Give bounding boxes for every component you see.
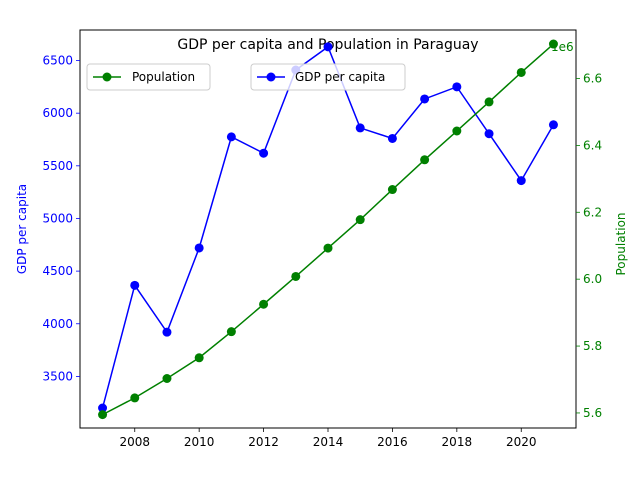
right-axis-offset: 1e6 [551, 40, 574, 54]
population-point [291, 271, 301, 281]
right-tick-label: 6.2 [583, 205, 602, 219]
population-point [548, 39, 558, 49]
legend-gdp-label: GDP per capita [295, 70, 385, 84]
population-point [484, 97, 494, 107]
legend-population-box [86, 63, 211, 91]
x-tick-label: 2016 [377, 435, 408, 449]
population-point [420, 155, 430, 165]
gdp-point [420, 94, 430, 104]
population-point [162, 374, 172, 384]
gdp-point [194, 243, 204, 253]
x-tick-label: 2018 [442, 435, 473, 449]
gdp-point [226, 132, 236, 142]
right-tick-label: 6.4 [583, 138, 602, 152]
population-point [452, 126, 462, 136]
gdp-point [484, 129, 494, 139]
right-tick-label: 5.8 [583, 339, 602, 353]
gdp-point [98, 403, 108, 413]
gdp-point [162, 327, 172, 337]
x-tick-label: 2014 [313, 435, 344, 449]
gdp-point [516, 176, 526, 186]
x-tick-label: 2008 [119, 435, 150, 449]
left-tick-label: 5500 [42, 159, 73, 173]
gdp-point [259, 148, 269, 158]
right-tick-label: 6.0 [583, 272, 602, 286]
legend-gdp-box [250, 63, 406, 91]
population-point [323, 243, 333, 253]
legend-gdp-swatch-marker [266, 72, 276, 82]
gdp-point [387, 133, 397, 143]
legend-gdp: GDP per capita [250, 63, 406, 91]
x-tick-label: 2012 [248, 435, 279, 449]
gdp-point [355, 123, 365, 133]
population-point [98, 410, 108, 420]
population-point [259, 299, 269, 309]
gdp-point [548, 120, 558, 130]
left-axis-label: GDP per capita [15, 184, 29, 274]
legend-population: Population [86, 63, 211, 91]
left-tick-label: 4500 [42, 264, 73, 278]
right-axis-label: Population [614, 212, 628, 275]
population-point [194, 353, 204, 363]
population-point [226, 327, 236, 337]
plot-area [98, 39, 558, 420]
left-tick-label: 6000 [42, 106, 73, 120]
left-tick-label: 3500 [42, 369, 73, 383]
x-tick-label: 2010 [184, 435, 215, 449]
right-tick-label: 6.6 [583, 71, 602, 85]
left-tick-label: 6500 [42, 54, 73, 68]
gdp-point [130, 280, 140, 290]
legend-population-label: Population [132, 70, 195, 84]
population-point [355, 215, 365, 225]
legend-population-swatch-marker [102, 72, 112, 82]
right-tick-label: 5.6 [583, 406, 602, 420]
gdp-point [452, 82, 462, 92]
population-point [387, 185, 397, 195]
population-point [516, 67, 526, 77]
x-tick-label: 2020 [506, 435, 537, 449]
gdp-point [323, 42, 333, 52]
population-point [130, 393, 140, 403]
left-tick-label: 5000 [42, 211, 73, 225]
left-tick-label: 4000 [42, 317, 73, 331]
